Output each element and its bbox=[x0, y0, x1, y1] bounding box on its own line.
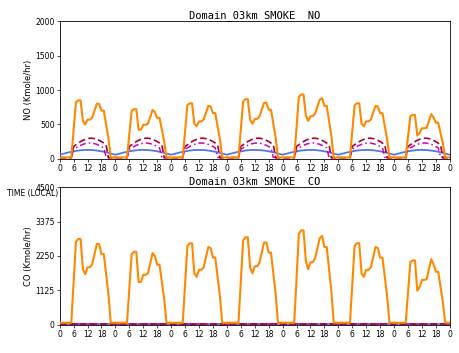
Text: 6/13: 6/13 bbox=[399, 190, 417, 198]
Text: 6/11: 6/11 bbox=[288, 190, 305, 198]
Legend: Area, Nonroad, Mobile, Point: Area, Nonroad, Mobile, Point bbox=[152, 215, 357, 230]
Title: Domain_03km SMOKE  CO: Domain_03km SMOKE CO bbox=[189, 176, 320, 187]
Text: 6/07: 6/07 bbox=[65, 190, 82, 198]
Text: 6/09: 6/09 bbox=[176, 190, 194, 198]
Text: 6/08: 6/08 bbox=[121, 190, 138, 198]
Text: 6/12: 6/12 bbox=[344, 190, 361, 198]
Text: TIME (LOCAL): TIME (LOCAL) bbox=[7, 190, 58, 198]
Title: Domain_03km SMOKE  NO: Domain_03km SMOKE NO bbox=[189, 10, 320, 21]
Y-axis label: NO (Kmole/hr): NO (Kmole/hr) bbox=[24, 60, 33, 120]
Y-axis label: CO (Kmole/hr): CO (Kmole/hr) bbox=[23, 226, 33, 286]
Text: 6/10: 6/10 bbox=[232, 190, 249, 198]
